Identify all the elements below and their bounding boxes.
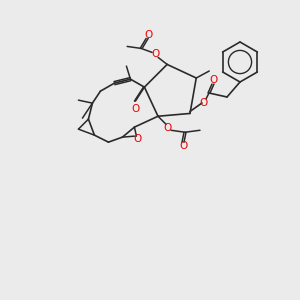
Text: O: O: [151, 50, 159, 59]
Text: O: O: [144, 30, 152, 40]
Text: O: O: [179, 141, 187, 151]
Text: O: O: [133, 134, 142, 144]
Text: O: O: [209, 75, 217, 85]
Text: O: O: [164, 123, 172, 133]
Text: O: O: [131, 104, 140, 114]
Text: O: O: [200, 98, 208, 108]
